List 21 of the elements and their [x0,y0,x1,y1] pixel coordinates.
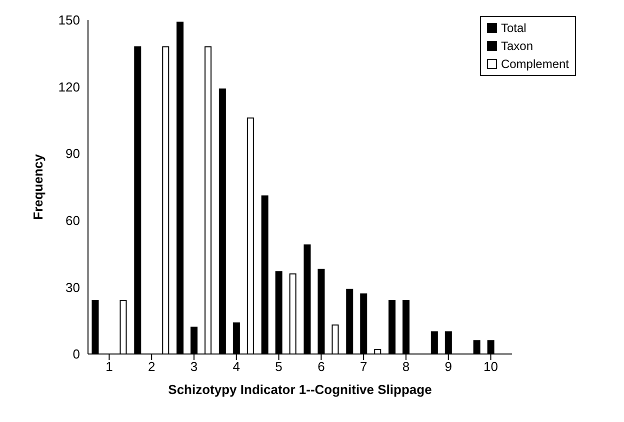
x-tick-label: 6 [318,359,325,374]
x-tick-label: 8 [402,359,410,374]
x-axis-title: Schizotypy Indicator 1--Cognitive Slippage [168,382,432,397]
y-tick-label: 60 [66,213,80,228]
x-tick-label: 7 [360,359,368,374]
x-tick-label: 2 [148,359,156,374]
x-tick-label: 5 [275,359,282,374]
legend-label: Total [500,20,526,37]
x-tick-label: 10 [484,359,498,374]
x-tick-label: 9 [444,359,452,374]
legend-label: Complement [500,56,569,73]
y-tick-label: 30 [66,280,80,295]
y-tick-label: 0 [72,346,80,362]
y-tick-label: 150 [58,12,80,28]
y-axis-title: Frequency [30,153,46,220]
legend-label: Taxon [500,38,533,55]
y-tick-label: 120 [58,79,80,94]
x-tick-label: 4 [232,359,240,374]
x-tick-label: 1 [106,359,113,374]
y-tick-label: 90 [66,146,80,162]
x-tick-label: 3 [190,359,198,374]
